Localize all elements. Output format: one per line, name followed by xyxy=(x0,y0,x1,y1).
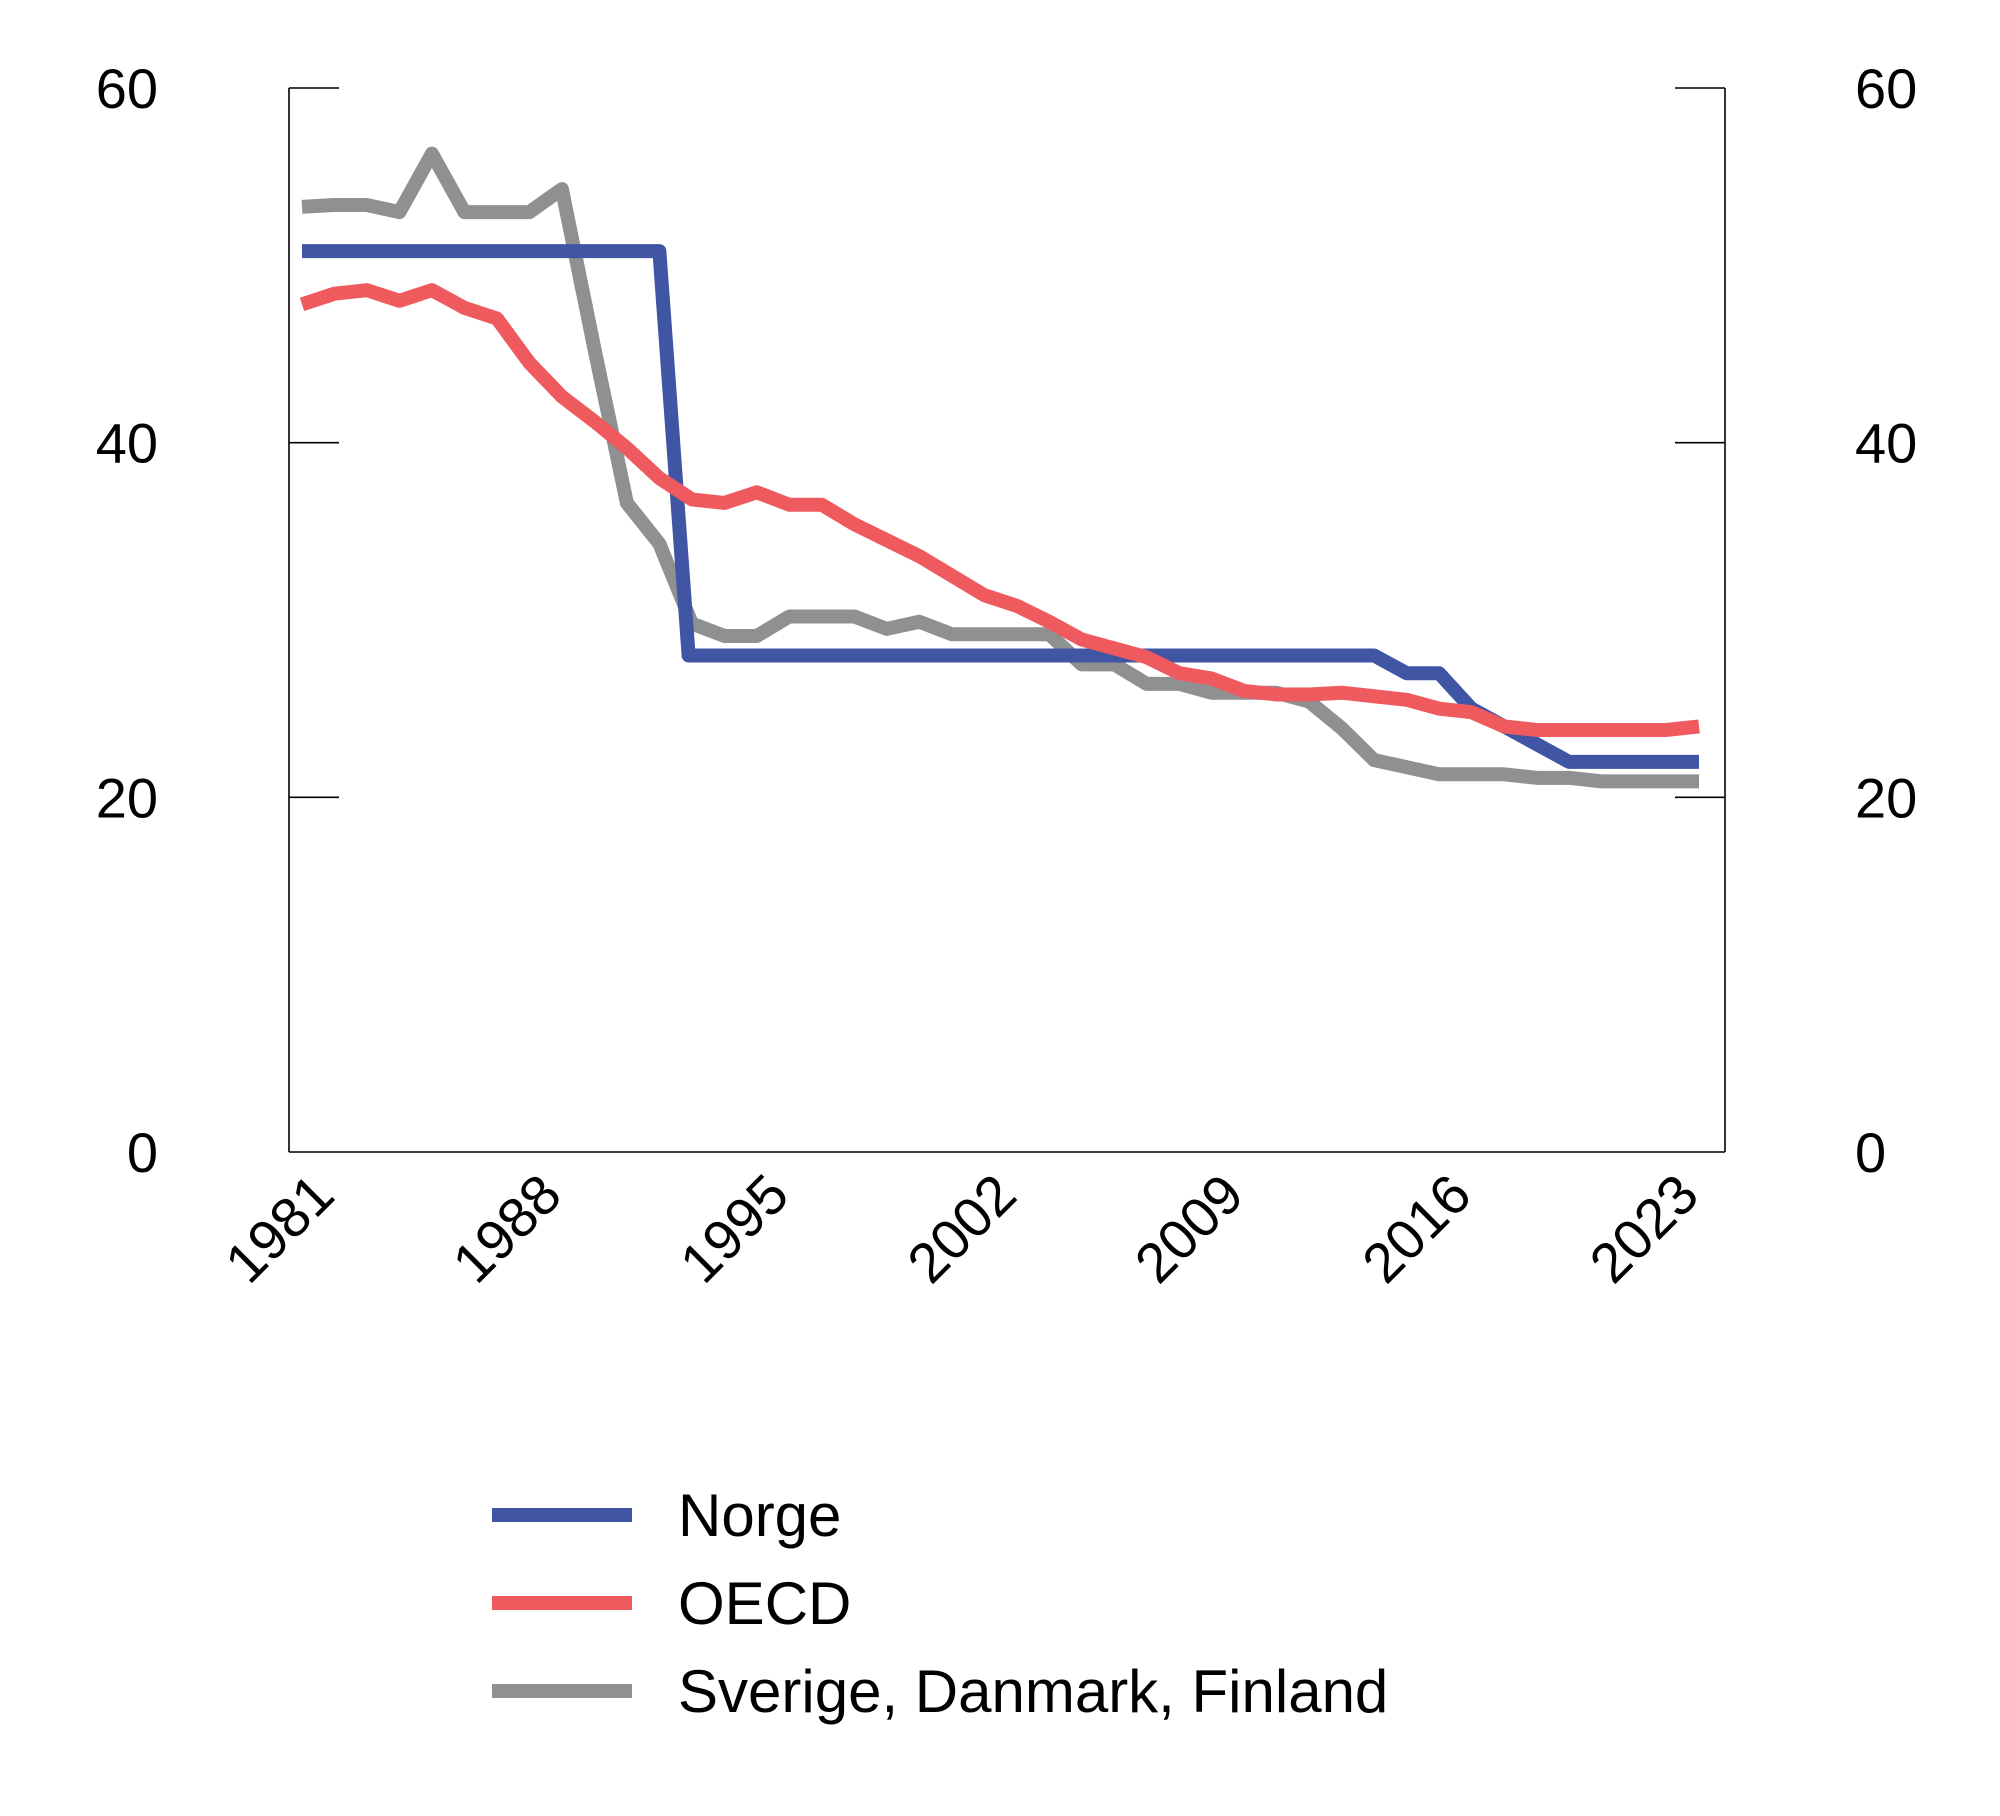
legend-label: OECD xyxy=(678,1570,851,1637)
series-lines xyxy=(299,146,1700,789)
left-y-tick-label: 40 xyxy=(96,412,158,475)
legend-label: Sverige, Danmark, Finland xyxy=(678,1658,1388,1725)
left-y-tick-label: 0 xyxy=(127,1121,158,1184)
x-tick-label: 2009 xyxy=(1123,1162,1256,1295)
x-tick-label: 1981 xyxy=(213,1162,346,1295)
right-y-tick-label: 60 xyxy=(1855,57,1917,120)
chart-axes xyxy=(288,88,1726,1153)
axis-ticks: 0 20 40 60 0 20 40 60 1981 1988 1995 2002 2009 2016 20… xyxy=(96,57,1918,1295)
left-y-tick-label: 60 xyxy=(96,57,158,120)
x-tick-label: 2016 xyxy=(1350,1162,1483,1295)
series-line-sverige-danmark-finland xyxy=(301,146,1700,789)
x-tick-label: 2023 xyxy=(1577,1162,1710,1295)
series-line-oecd xyxy=(299,283,1700,737)
right-y-tick-label: 20 xyxy=(1855,766,1917,829)
x-tick-label: 2002 xyxy=(895,1162,1028,1295)
right-y-tick-label: 40 xyxy=(1855,412,1917,475)
left-y-tick-label: 20 xyxy=(96,766,158,829)
legend-label: Norge xyxy=(678,1482,841,1549)
right-y-tick-label: 0 xyxy=(1855,1121,1886,1184)
legend: Norge OECD Sverige, Danmark, Finland xyxy=(492,1482,1388,1725)
x-tick-label: 1988 xyxy=(440,1162,573,1295)
x-tick-label: 1995 xyxy=(668,1162,801,1295)
